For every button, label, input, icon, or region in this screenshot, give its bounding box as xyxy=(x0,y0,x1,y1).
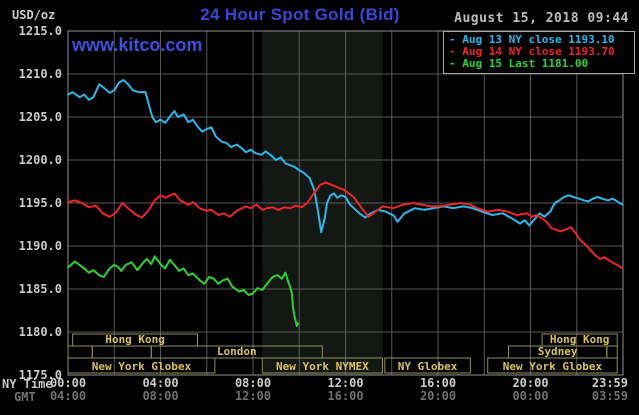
x-tick-ny-time: 12:00 xyxy=(327,376,363,390)
x-tick-gmt: 03:59 xyxy=(592,389,628,403)
x-tick-ny-time: 23:59 xyxy=(592,376,628,390)
legend-entry-aug-13: - Aug 13 NY close 1193.10 xyxy=(449,33,615,46)
x-tick-ny-time: 20:00 xyxy=(512,376,548,390)
session-box xyxy=(67,345,93,359)
y-tick-label: 1200.0 xyxy=(19,153,62,167)
legend-entry-aug-14: - Aug 14 NY close 1193.70 xyxy=(449,45,615,58)
session-box xyxy=(384,357,471,374)
chart-timestamp: August 15, 2018 09:44 xyxy=(454,11,629,26)
x-tick-gmt: 16:00 xyxy=(327,389,363,403)
x-tick-ny-time: 16:00 xyxy=(420,376,456,390)
y-axis-unit-label: USD/oz xyxy=(12,8,56,22)
legend: - Aug 13 NY close 1193.10- Aug 14 NY clo… xyxy=(443,31,635,74)
x-axis-gmt-caption: GMT xyxy=(14,390,36,404)
session-label: Hong Kong xyxy=(105,333,165,346)
price-line-aug-14 xyxy=(67,181,624,270)
session-label: New York NYMEX xyxy=(276,360,369,373)
x-tick-gmt: 00:00 xyxy=(512,389,548,403)
session-label: Hong Kong xyxy=(550,333,610,346)
x-tick-gmt: 08:00 xyxy=(142,389,178,403)
x-tick-ny-time: 00:00 xyxy=(50,376,86,390)
y-tick-label: 1190.0 xyxy=(19,239,62,253)
session-box xyxy=(606,345,618,359)
legend-entry-aug-15: - Aug 15 Last 1181.00 xyxy=(449,57,589,70)
x-axis-ny-time-caption: NY Time xyxy=(2,377,53,391)
y-tick-label: 1185.0 xyxy=(19,282,62,296)
y-tick-label: 1180.0 xyxy=(19,325,62,339)
x-tick-ny-time: 04:00 xyxy=(142,376,178,390)
price-line-aug-15 xyxy=(67,255,300,327)
y-tick-label: 1215.0 xyxy=(19,24,62,38)
y-tick-label: 1195.0 xyxy=(19,196,62,210)
y-tick-label: 1175.0 xyxy=(19,368,62,382)
session-box xyxy=(487,357,618,374)
x-tick-gmt: 04:00 xyxy=(50,389,86,403)
price-line-aug-13 xyxy=(67,79,624,234)
x-tick-ny-time: 08:00 xyxy=(235,376,271,390)
kitco-watermark-link[interactable]: www.kitco.com xyxy=(72,35,203,55)
session-label: London xyxy=(217,345,257,358)
session-box xyxy=(67,357,216,374)
session-label: New York Globex xyxy=(92,360,192,373)
x-tick-gmt: 12:00 xyxy=(235,389,271,403)
y-tick-label: 1210.0 xyxy=(19,67,62,81)
session-label: Sydney xyxy=(538,345,578,358)
page-title: 24 Hour Spot Gold (Bid) xyxy=(200,5,400,24)
x-tick-gmt: 20:00 xyxy=(420,389,456,403)
session-box xyxy=(261,357,383,374)
session-box xyxy=(150,345,323,359)
y-tick-label: 1205.0 xyxy=(19,110,62,124)
session-box xyxy=(91,345,152,359)
session-label: New York Globex xyxy=(503,360,603,373)
session-label: NY Globex xyxy=(398,360,458,373)
